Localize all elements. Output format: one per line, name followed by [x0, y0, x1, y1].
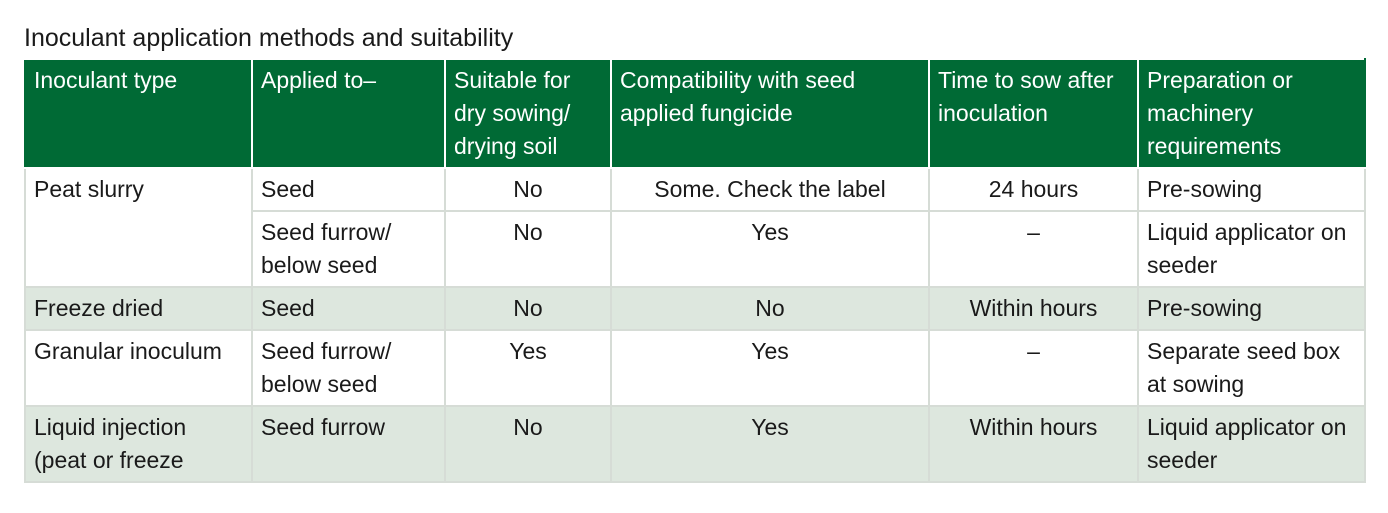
cell-fungicide: Some. Check the label [610, 167, 930, 212]
cell-inoculant-type: Peat slurry [24, 167, 253, 288]
table-caption: Inoculant application methods and suitab… [24, 24, 514, 52]
header-applied-to: Applied to– [251, 58, 446, 169]
cell-inoculant-type: Freeze dried [24, 286, 253, 331]
cell-time-to-sow: – [928, 329, 1139, 407]
table-row: Peat slurry Seed No Some. Check the labe… [24, 167, 1366, 288]
cell-preparation: Liquid applicator on seeder [1137, 405, 1366, 483]
header-row: Inoculant type Applied to– Suitable for … [24, 58, 1366, 169]
cell-applied-to: Seed furrow/ below seed [251, 210, 446, 288]
cell-applied-to: Seed [251, 167, 446, 212]
header-dry-sowing: Suitable for dry sowing/ drying soil [444, 58, 612, 169]
cell-preparation: Pre-sowing [1137, 286, 1366, 331]
cell-fungicide: Yes [610, 329, 930, 407]
cell-inoculant-type: Granular inoculum [24, 329, 253, 407]
cell-time-to-sow: – [928, 210, 1139, 288]
cell-fungicide: No [610, 286, 930, 331]
cell-applied-to: Seed furrow [251, 405, 446, 483]
header-preparation: Preparation or machinery requirements [1137, 58, 1366, 169]
header-time-to-sow: Time to sow after inoculation [928, 58, 1139, 169]
table-row: Freeze dried Seed No No Within hours Pre… [24, 286, 1366, 331]
table-row: Granular inoculum Seed furrow/ below see… [24, 329, 1366, 407]
table-row: Seed furrow/ below seed No Yes – Liquid … [25, 210, 1366, 288]
cell-fungicide: Yes [610, 405, 930, 483]
cell-time-to-sow: Within hours [928, 405, 1139, 483]
cell-time-to-sow: Within hours [928, 286, 1139, 331]
table-row: Liquid injection (peat or freeze Seed fu… [24, 405, 1366, 483]
header-fungicide-compatibility: Compatibility with seed applied fungicid… [610, 58, 930, 169]
cell-applied-to: Seed furrow/ below seed [251, 329, 446, 407]
cell-dry-sowing: Yes [444, 329, 612, 407]
cell-time-to-sow: 24 hours [928, 167, 1139, 212]
cell-dry-sowing: No [444, 405, 612, 483]
header-inoculant-type: Inoculant type [24, 58, 253, 169]
cell-inoculant-type: Liquid injection (peat or freeze [24, 405, 253, 483]
cell-preparation: Pre-sowing [1137, 167, 1366, 212]
cell-preparation: Liquid applicator on seeder [1137, 210, 1366, 288]
cell-dry-sowing: No [444, 286, 612, 331]
cell-dry-sowing: No [444, 210, 612, 288]
inoculant-methods-table: Inoculant type Applied to– Suitable for … [24, 58, 1366, 483]
cell-preparation: Separate seed box at sowing [1137, 329, 1366, 407]
cell-applied-to: Seed [251, 286, 446, 331]
cell-fungicide: Yes [610, 210, 930, 288]
cell-dry-sowing: No [444, 167, 612, 212]
